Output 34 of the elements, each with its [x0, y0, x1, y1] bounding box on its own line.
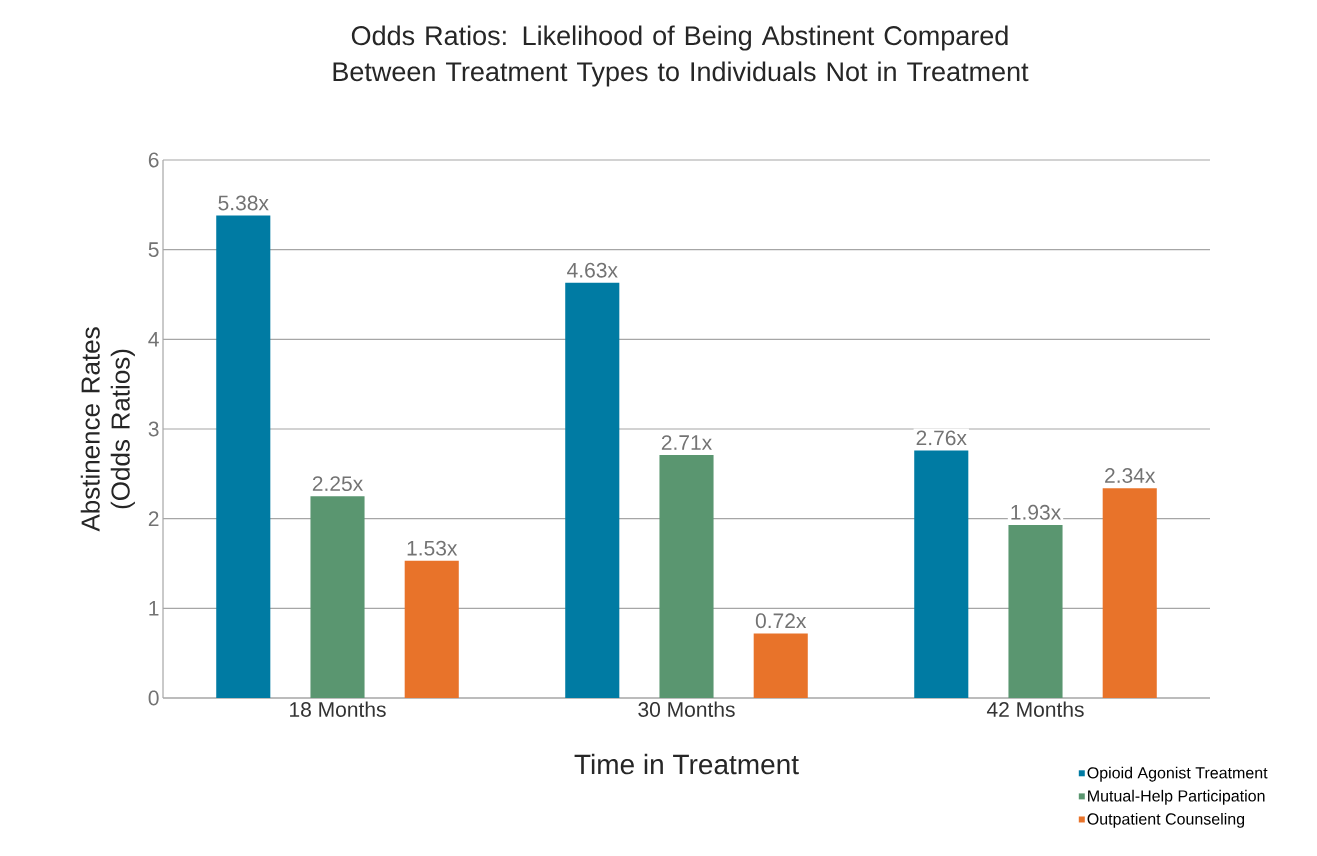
legend-label: Mutual-Help Participation: [1088, 789, 1265, 805]
y-tick-label: 0: [148, 690, 159, 706]
y-tick-label: 5: [148, 242, 159, 257]
x-axis-title: Time in Treatment: [574, 753, 799, 775]
bar: [914, 450, 969, 698]
bar: [1102, 488, 1157, 698]
data-label: 2.76x: [916, 430, 967, 446]
bar: [1008, 524, 1063, 698]
chart-title: Odds Ratios: Likelihood of Being Abstinent Compared Between Treatment Types to Individuals Not in Treatment: [333, 25, 1029, 87]
data-label: 5.38x: [218, 195, 269, 211]
bar: [216, 215, 271, 698]
y-axis-title: Abstinence Rates (Odds Ratios): [80, 327, 135, 532]
x-tick-label: 42 Months: [986, 701, 1084, 717]
legend-label: Opioid Agonist Treatment: [1087, 766, 1268, 782]
legend-label: Outpatient Counseling: [1087, 812, 1245, 828]
bar: [404, 560, 459, 698]
data-label: 2.34x: [1105, 468, 1156, 483]
y-tick-label: 2: [148, 511, 159, 526]
y-tick-label: 3: [148, 421, 159, 437]
data-label: 4.63x: [567, 262, 618, 278]
bar: [565, 282, 620, 698]
x-tick-label: 30 Months: [638, 701, 735, 717]
data-label: 2.71x: [661, 435, 712, 450]
x-tick-label: 18 Months: [290, 701, 386, 717]
data-label: 2.25x: [312, 476, 363, 492]
y-tick-label: 6: [148, 152, 159, 168]
data-label: 1.53x: [407, 540, 458, 556]
y-tick-label: 1: [149, 601, 159, 616]
data-label: 1.93x: [1011, 504, 1061, 520]
bar: [310, 496, 365, 698]
data-label: 0.72x: [755, 613, 807, 629]
bar: [753, 633, 808, 698]
bar: [659, 454, 714, 698]
y-tick-label: 4: [148, 332, 159, 347]
